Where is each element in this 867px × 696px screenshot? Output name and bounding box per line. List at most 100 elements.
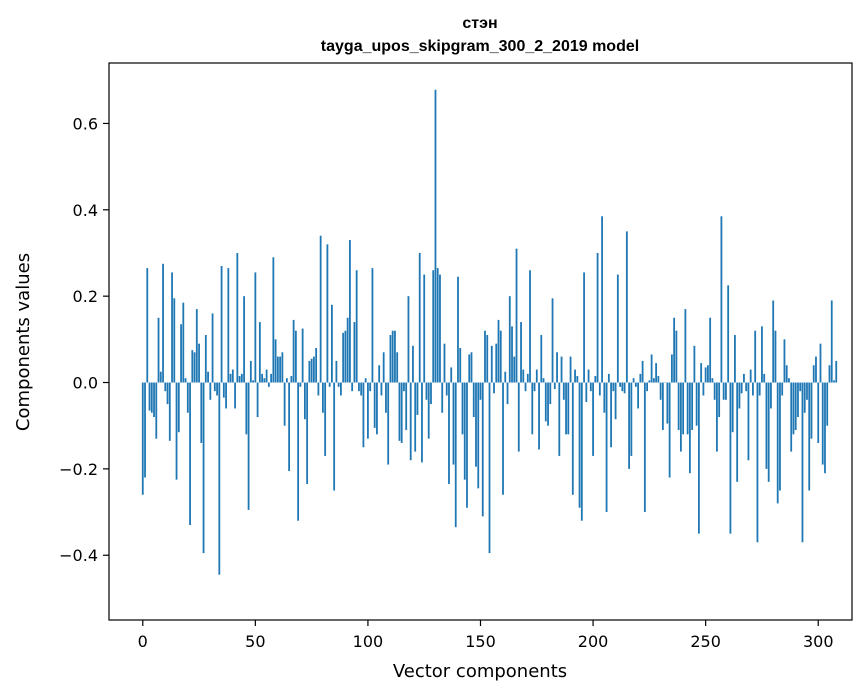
bar xyxy=(423,274,426,383)
bar xyxy=(630,382,633,456)
bar xyxy=(607,373,610,383)
bar xyxy=(162,263,164,383)
bar xyxy=(360,382,363,396)
bar xyxy=(403,382,405,392)
bar xyxy=(362,382,365,448)
bar xyxy=(639,373,642,383)
bar xyxy=(833,380,835,383)
y-tick-label: −0.2 xyxy=(59,460,98,479)
bar xyxy=(580,382,583,521)
bar xyxy=(803,382,806,413)
bar xyxy=(567,382,570,435)
bar xyxy=(616,274,619,383)
bar xyxy=(502,382,504,495)
bar xyxy=(141,382,144,495)
bar xyxy=(637,382,640,409)
bar xyxy=(182,302,185,383)
bar xyxy=(670,354,673,383)
bar xyxy=(202,382,205,554)
bar xyxy=(281,352,284,383)
bar xyxy=(234,382,236,409)
bar xyxy=(560,356,563,383)
bar xyxy=(276,356,279,383)
bar xyxy=(373,382,376,428)
bar xyxy=(317,382,320,396)
bar xyxy=(216,382,218,396)
bar xyxy=(673,317,676,383)
bar xyxy=(279,356,282,383)
bar xyxy=(177,382,180,433)
bar xyxy=(434,89,437,383)
bar xyxy=(688,382,691,474)
bar xyxy=(349,240,351,383)
bar xyxy=(801,382,804,543)
bar xyxy=(400,382,403,443)
bar xyxy=(331,304,333,383)
bar xyxy=(641,360,644,383)
bar xyxy=(761,326,763,383)
bar xyxy=(470,352,473,383)
bar xyxy=(171,272,173,383)
bar xyxy=(661,382,664,431)
bar xyxy=(657,376,660,383)
bar xyxy=(263,378,266,383)
bar xyxy=(211,313,214,383)
x-tick-label: 0 xyxy=(138,632,148,651)
bar xyxy=(745,382,748,392)
bar xyxy=(725,382,727,400)
bar xyxy=(594,376,597,383)
bar xyxy=(155,382,158,439)
bar xyxy=(709,317,712,383)
bar xyxy=(405,382,408,431)
bar xyxy=(283,382,286,426)
bar xyxy=(758,382,761,396)
x-axis-ticks: 0 50 100 150 200 250 300 xyxy=(138,620,834,651)
bar xyxy=(324,382,327,456)
bar xyxy=(520,322,522,383)
bar xyxy=(495,343,498,383)
bar xyxy=(508,296,511,383)
bar xyxy=(488,382,491,554)
bar xyxy=(195,309,198,383)
bar xyxy=(504,371,507,383)
bar xyxy=(258,322,261,383)
bar xyxy=(337,382,340,387)
bar xyxy=(340,382,342,396)
bar xyxy=(220,265,223,383)
bar xyxy=(542,378,545,383)
y-tick-label: −0.4 xyxy=(59,546,98,565)
bar xyxy=(538,382,540,450)
bar xyxy=(817,382,820,443)
bar xyxy=(198,343,200,383)
bar xyxy=(175,382,178,480)
bar xyxy=(297,382,300,521)
bar xyxy=(380,382,383,396)
bar xyxy=(270,373,273,383)
bar xyxy=(610,382,612,448)
bar xyxy=(346,317,349,383)
bar xyxy=(767,382,770,482)
bar xyxy=(358,382,360,392)
bar xyxy=(301,328,304,383)
bar xyxy=(189,382,191,526)
bar xyxy=(535,369,538,383)
bar xyxy=(265,369,268,383)
bar xyxy=(506,382,509,405)
bar xyxy=(267,382,270,387)
bar xyxy=(252,380,254,383)
bar xyxy=(747,382,750,461)
bar xyxy=(522,369,525,383)
bar xyxy=(466,382,468,508)
bar xyxy=(722,382,725,400)
bar xyxy=(481,382,484,517)
bar xyxy=(540,335,543,383)
bar xyxy=(200,382,203,443)
bar xyxy=(716,382,718,452)
bar xyxy=(326,244,329,383)
bar xyxy=(659,382,662,400)
bar xyxy=(727,285,730,383)
bar xyxy=(770,382,772,409)
bar xyxy=(493,382,495,394)
bar xyxy=(686,382,689,435)
